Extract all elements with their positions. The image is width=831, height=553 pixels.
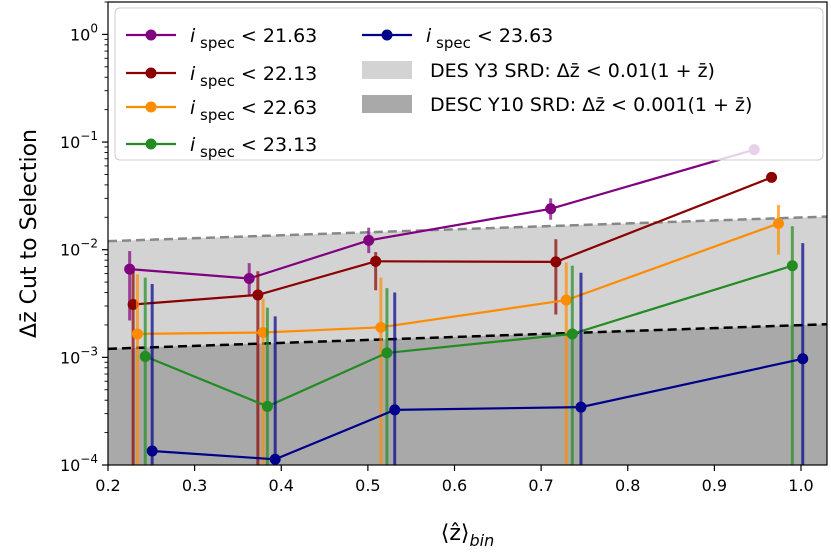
- legend-marker: [145, 101, 157, 113]
- data-point: [261, 400, 273, 412]
- legend-box: [114, 7, 824, 161]
- axis-ticks: 0.2 0.3 0.4 0.5 0.6 0.7 0.8 0.9 1.0 10−4 10−3 10−2 1…: [60, 1, 814, 495]
- data-point: [257, 327, 269, 339]
- data-point: [139, 350, 151, 362]
- plot-area: [108, 144, 827, 465]
- legend-label: i spec < 23.63: [426, 25, 553, 52]
- x-tick-label: 0.3: [182, 476, 207, 495]
- data-point: [797, 353, 809, 365]
- legend-marker: [145, 29, 157, 41]
- y-tick-label: 100: [70, 21, 98, 44]
- data-point: [545, 203, 557, 215]
- y-tick-label: 10−4: [60, 452, 98, 475]
- legend-band-entry: DES Y3 SRD: Δz̄ < 0.01(1 + z̄): [362, 60, 715, 82]
- legend-entry: i spec < 22.13: [126, 63, 317, 90]
- data-point: [772, 218, 784, 230]
- legend-band-entry: DESC Y10 SRD: Δz̄ < 0.001(1 + z̄): [362, 94, 752, 116]
- data-point: [566, 328, 578, 340]
- requirement-band-2: [108, 324, 827, 465]
- axes-border: [107, 1, 828, 466]
- data-point: [269, 453, 281, 465]
- legend-band-swatch: [362, 61, 412, 79]
- legend-entry: i spec < 23.63: [362, 25, 553, 52]
- legend-label: i spec < 21.63: [190, 25, 317, 52]
- data-point: [127, 298, 139, 310]
- series-4: [139, 226, 798, 465]
- y-axis-label: Δz̄ Cut to Selection: [17, 129, 42, 338]
- axes-frame: [107, 1, 828, 466]
- x-tick-label: 0.7: [528, 476, 553, 495]
- x-tick-label: 0.6: [442, 476, 467, 495]
- data-point: [375, 321, 387, 333]
- y-tick-label: 10−1: [60, 129, 98, 152]
- series-2: [127, 171, 778, 465]
- x-tick-label: 0.5: [355, 476, 380, 495]
- legend-entry: i spec < 21.63: [126, 25, 317, 52]
- data-point: [146, 445, 158, 457]
- legend-band-label: DESC Y10 SRD: Δz̄ < 0.001(1 + z̄): [430, 94, 752, 116]
- legend-marker: [381, 29, 393, 41]
- y-tick-label: 10−3: [60, 344, 98, 367]
- data-point: [560, 294, 572, 306]
- data-point: [575, 401, 587, 413]
- legend-label: i spec < 22.13: [190, 63, 317, 90]
- legend-entry: i spec < 23.13: [126, 134, 317, 161]
- data-point: [370, 255, 382, 267]
- legend-label: i spec < 22.63: [190, 97, 317, 124]
- data-point: [766, 171, 778, 183]
- data-point: [550, 256, 562, 268]
- x-tick-label: 0.2: [95, 476, 120, 495]
- legend-marker: [145, 67, 157, 79]
- x-tick-label: 0.4: [269, 476, 294, 495]
- band-boundary-line-1: [108, 215, 827, 243]
- legend-marker: [145, 138, 157, 150]
- series-5: [146, 243, 809, 465]
- band-boundary-line-2: [108, 323, 827, 351]
- legend-band-swatch: [362, 95, 412, 113]
- data-point: [786, 260, 798, 272]
- x-axis-label: ⟨ẑ⟩bin: [441, 521, 494, 550]
- data-point: [381, 347, 393, 359]
- y-tick-label: 10−2: [60, 237, 98, 260]
- data-point: [389, 404, 401, 416]
- legend-label: i spec < 23.13: [190, 134, 317, 161]
- x-tick-label: 1.0: [788, 476, 813, 495]
- legend-entry: i spec < 22.63: [126, 97, 317, 124]
- data-point: [131, 328, 143, 340]
- legend: i spec < 21.63 i spec < 22.13 i spec < 22.…: [114, 7, 824, 161]
- legend-band-label: DES Y3 SRD: Δz̄ < 0.01(1 + z̄): [430, 60, 715, 82]
- x-tick-label: 0.8: [615, 476, 640, 495]
- x-tick-label: 0.9: [702, 476, 727, 495]
- data-point: [363, 234, 375, 246]
- data-point: [252, 289, 264, 301]
- series-3: [131, 205, 784, 465]
- data-point: [243, 273, 255, 285]
